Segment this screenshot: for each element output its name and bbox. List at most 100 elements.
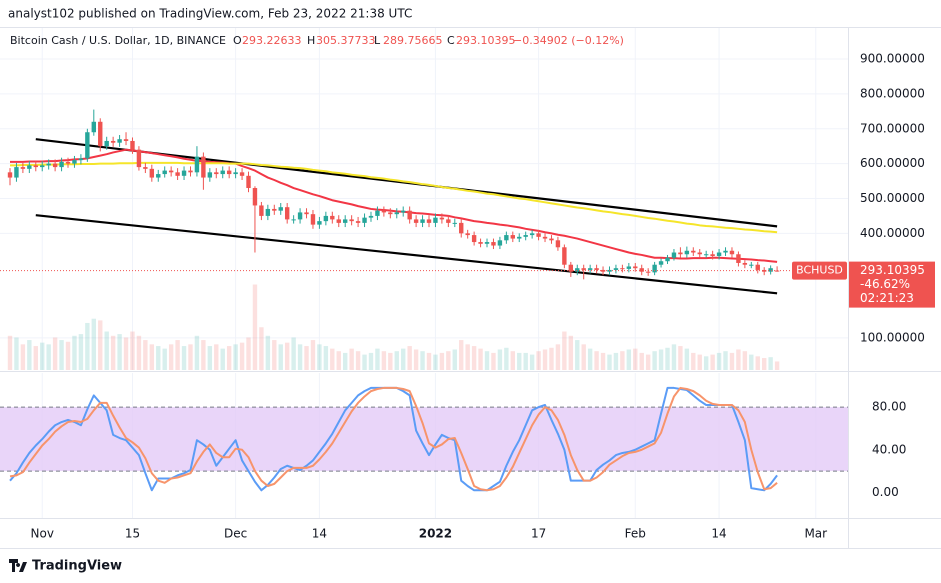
volume-bar bbox=[149, 344, 155, 370]
volume-bar bbox=[27, 340, 32, 370]
volume-bar bbox=[536, 351, 541, 370]
candle-body bbox=[226, 170, 232, 175]
y-tick-label: 700.00000 bbox=[860, 121, 925, 135]
x-tick-label: Dec bbox=[224, 527, 247, 541]
volume-bar bbox=[465, 344, 470, 370]
volume-bar bbox=[85, 322, 90, 370]
y-tick-label: 100.00000 bbox=[860, 330, 925, 344]
volume-bar bbox=[710, 354, 715, 370]
ohlc-key: O bbox=[233, 34, 242, 47]
candle-body bbox=[59, 161, 64, 168]
candle-body bbox=[175, 172, 180, 176]
candle-body bbox=[401, 210, 406, 213]
volume-bar bbox=[600, 352, 606, 370]
volume-bar bbox=[239, 342, 245, 370]
volume-bar bbox=[278, 344, 283, 370]
volume-bar bbox=[697, 354, 702, 370]
candle-body bbox=[549, 238, 554, 241]
volume-bar bbox=[72, 335, 77, 370]
volume-bar bbox=[14, 337, 19, 370]
symbol-badge bbox=[792, 261, 847, 280]
candle-body bbox=[652, 264, 657, 273]
publish-header: analyst102 published on TradingView.com,… bbox=[8, 7, 412, 21]
volume-bar bbox=[407, 346, 412, 370]
volume-bar bbox=[413, 349, 419, 370]
symbol-badge-text: BCHUSD bbox=[796, 264, 843, 277]
volume-bar bbox=[768, 357, 773, 370]
volume-bar bbox=[98, 320, 103, 370]
candle-body bbox=[684, 250, 690, 255]
volume-bar bbox=[497, 349, 503, 370]
volume-bar bbox=[310, 340, 316, 370]
candle-body bbox=[691, 250, 696, 253]
volume-bar bbox=[220, 348, 225, 370]
volume-bar bbox=[568, 335, 574, 370]
volume-bar bbox=[645, 354, 651, 370]
candle-body bbox=[710, 254, 715, 256]
candle-body bbox=[252, 188, 258, 206]
candle-body bbox=[478, 242, 483, 244]
volume-bar bbox=[355, 351, 361, 370]
candle-body bbox=[568, 264, 574, 272]
volume-bar bbox=[259, 327, 264, 370]
candle-body bbox=[278, 207, 283, 211]
candle-body bbox=[143, 167, 148, 169]
volume-bar bbox=[317, 344, 322, 370]
volume-bar bbox=[491, 352, 496, 370]
candle-body bbox=[433, 217, 438, 223]
candle-body bbox=[581, 268, 586, 270]
stochastic-pane bbox=[0, 386, 848, 492]
volume-bar bbox=[272, 340, 277, 370]
candle-body bbox=[471, 235, 477, 243]
ohlc-value: 293.10395 bbox=[456, 34, 516, 47]
volume-bar bbox=[542, 349, 548, 370]
candle-body bbox=[497, 240, 503, 246]
candle-body bbox=[317, 221, 322, 225]
candle-body bbox=[117, 139, 122, 143]
volume-bar bbox=[388, 352, 393, 370]
ohlc-key: C bbox=[447, 34, 455, 47]
candle-body bbox=[207, 172, 213, 178]
candle-body bbox=[33, 165, 38, 168]
candle-body bbox=[362, 217, 367, 223]
volume-bar bbox=[529, 354, 535, 370]
footer-brand: TradingView bbox=[32, 559, 122, 574]
candle-body bbox=[639, 268, 644, 272]
volume-bar bbox=[774, 361, 780, 370]
x-tick-label: 14 bbox=[312, 527, 327, 541]
y-tick-label: 0.00 bbox=[872, 485, 899, 499]
volume-bar bbox=[549, 347, 554, 370]
x-tick-label: Mar bbox=[804, 527, 827, 541]
candle-body bbox=[517, 236, 522, 239]
candle-body bbox=[188, 170, 193, 173]
candle-body bbox=[72, 160, 77, 164]
volume-bar bbox=[394, 351, 399, 370]
candle-body bbox=[91, 121, 96, 133]
candle-body bbox=[336, 219, 341, 223]
candle-body bbox=[136, 149, 142, 168]
logo-icon bbox=[9, 559, 27, 572]
volume-bar bbox=[626, 349, 632, 370]
volume bbox=[7, 284, 780, 370]
volume-bar bbox=[665, 347, 670, 370]
volume-bar bbox=[459, 340, 464, 370]
volume-bar bbox=[562, 331, 567, 370]
candle-body bbox=[536, 233, 541, 237]
volume-bar bbox=[143, 340, 148, 370]
y-tick-label: 80.00 bbox=[872, 400, 906, 414]
candle-body bbox=[755, 264, 760, 270]
candle-body bbox=[14, 167, 19, 178]
candle-body bbox=[349, 219, 354, 222]
candle-body bbox=[529, 233, 535, 236]
footer-logo: TradingView bbox=[9, 559, 122, 574]
volume-bar bbox=[575, 340, 580, 370]
volume-bar bbox=[742, 351, 748, 370]
volume-bar bbox=[381, 351, 387, 370]
x-tick-label: 15 bbox=[125, 527, 140, 541]
candle-body bbox=[413, 219, 419, 223]
volume-bar bbox=[188, 344, 193, 370]
volume-bar bbox=[201, 340, 206, 370]
trend-line bbox=[35, 214, 778, 295]
candle-body bbox=[633, 266, 638, 269]
